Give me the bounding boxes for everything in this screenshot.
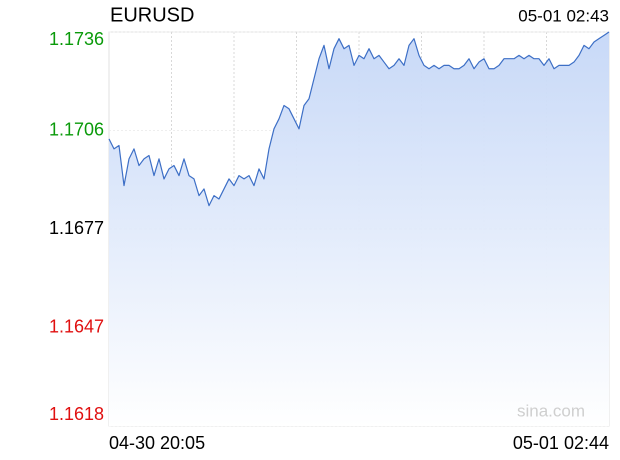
y-tick-label: 1.1706 <box>49 119 104 139</box>
x-tick-label: 05-01 02:44 <box>513 433 609 453</box>
area-fill <box>109 32 609 426</box>
watermark: sina.com <box>517 401 585 420</box>
y-tick-label: 1.1618 <box>49 404 104 424</box>
timestamp: 05-01 02:43 <box>518 6 609 25</box>
chart-title: EURUSD <box>110 4 194 26</box>
y-tick-label: 1.1677 <box>49 218 104 238</box>
x-tick-label: 04-30 20:05 <box>109 433 205 453</box>
price-line <box>108 31 610 207</box>
y-tick-label: 1.1647 <box>49 316 104 336</box>
y-tick-label: 1.1736 <box>49 29 104 49</box>
